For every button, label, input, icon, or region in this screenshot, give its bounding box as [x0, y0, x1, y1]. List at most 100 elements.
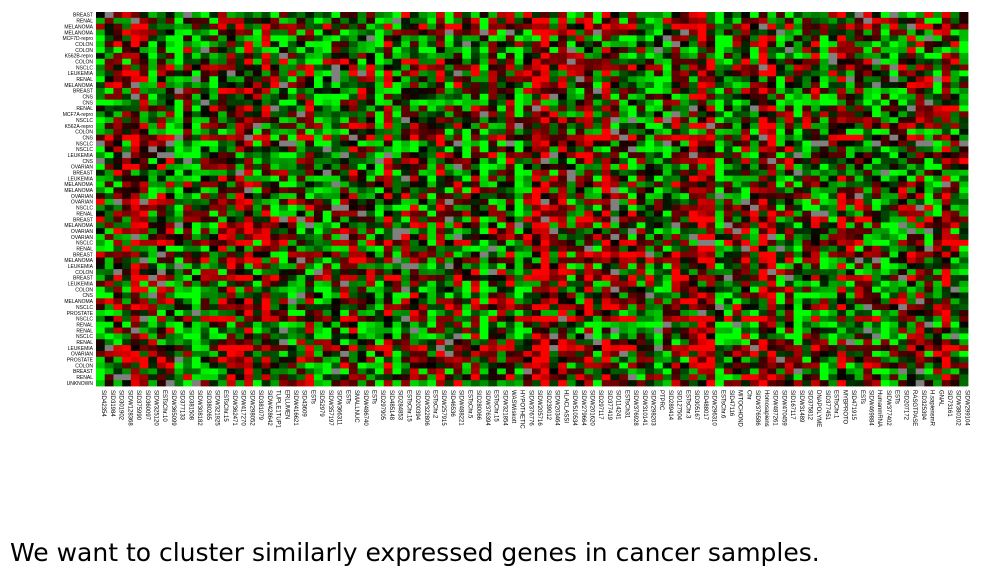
heatmap-cell	[645, 12, 655, 19]
heatmap-cell	[252, 292, 263, 299]
heatmap-cell	[715, 93, 725, 101]
heatmap-cell	[357, 269, 367, 276]
heatmap-cell	[924, 257, 934, 264]
heatmap-cell	[837, 181, 847, 188]
heatmap-cell	[732, 263, 742, 270]
heatmap-cell	[279, 181, 289, 188]
heatmap-cell	[697, 29, 707, 36]
heatmap-cell	[191, 210, 202, 217]
heatmap-cell	[96, 128, 106, 136]
heatmap-cell	[627, 70, 638, 77]
heatmap-cell	[261, 199, 271, 206]
heatmap-cell	[863, 216, 873, 223]
heatmap-cell	[252, 29, 263, 36]
heatmap-cell	[950, 257, 960, 264]
heatmap-cell	[104, 111, 114, 118]
heatmap-cell	[401, 70, 411, 77]
heatmap-cell	[906, 292, 917, 299]
heatmap-cell	[863, 82, 873, 89]
heatmap-cell	[915, 123, 925, 130]
heatmap-cell	[750, 99, 760, 106]
heatmap-cell	[104, 187, 114, 194]
heatmap-cell	[401, 210, 411, 217]
heatmap-cell	[767, 286, 777, 293]
heatmap-cell	[767, 280, 777, 288]
heatmap-cell	[200, 152, 210, 159]
heatmap-cell	[950, 140, 960, 147]
heatmap-cell	[305, 29, 315, 36]
heatmap-cell	[348, 140, 358, 147]
heatmap-cell	[549, 245, 559, 252]
heatmap-cell	[924, 23, 934, 30]
heatmap-cell	[540, 146, 550, 153]
heatmap-cell	[619, 175, 629, 182]
heatmap-cell	[200, 52, 210, 60]
heatmap-cell	[732, 17, 742, 25]
heatmap-cell	[715, 187, 725, 194]
heatmap-cell	[331, 199, 341, 206]
heatmap-cell	[409, 152, 420, 159]
heatmap-cell	[915, 204, 925, 212]
heatmap-cell	[488, 123, 498, 130]
heatmap-cell	[924, 41, 934, 48]
heatmap-cell	[331, 228, 341, 235]
heatmap-cell	[314, 76, 324, 83]
heatmap-cell	[287, 234, 297, 241]
heatmap-cell	[418, 47, 428, 54]
heatmap-cell	[479, 93, 489, 101]
heatmap-cell	[872, 87, 882, 95]
heatmap-cell	[845, 158, 856, 165]
heatmap-cell	[104, 87, 114, 95]
heatmap-cell	[122, 286, 132, 293]
heatmap-cell	[671, 204, 681, 212]
heatmap-cell	[357, 35, 367, 42]
heatmap-cell	[654, 105, 664, 112]
heatmap-cell	[706, 187, 716, 194]
heatmap-cell	[191, 234, 202, 241]
heatmap-cell	[514, 257, 524, 264]
heatmap-cell	[706, 82, 716, 89]
heatmap-cell	[767, 52, 777, 60]
heatmap-cell	[924, 140, 934, 147]
heatmap-cell	[680, 99, 690, 106]
heatmap-cell	[558, 87, 568, 95]
heatmap-cell	[348, 17, 358, 25]
heatmap-cell	[540, 257, 550, 264]
heatmap-cell	[758, 146, 768, 153]
heatmap-cell	[845, 286, 856, 293]
heatmap-cell	[854, 181, 864, 188]
heatmap-cell	[732, 257, 742, 264]
heatmap-cell	[113, 23, 123, 30]
heatmap-cell	[750, 29, 760, 36]
heatmap-cell	[723, 47, 733, 54]
heatmap-cell	[610, 58, 620, 65]
heatmap-cell	[723, 140, 733, 147]
heatmap-cell	[558, 257, 568, 264]
heatmap-cell	[174, 163, 184, 171]
heatmap-cell	[270, 12, 280, 19]
heatmap-cell	[383, 269, 393, 276]
heatmap-cell	[470, 204, 481, 212]
heatmap-cell	[610, 35, 620, 42]
heatmap-cell	[148, 76, 158, 83]
heatmap-cell	[191, 263, 202, 270]
heatmap-cell	[279, 263, 289, 270]
heatmap-cell	[732, 23, 742, 30]
heatmap-cell	[514, 64, 524, 71]
heatmap-cell	[950, 193, 960, 200]
heatmap-cell	[941, 64, 951, 71]
heatmap-cell	[697, 169, 707, 177]
heatmap-cell	[409, 105, 420, 112]
heatmap-cell	[575, 82, 585, 89]
heatmap-cell	[784, 263, 794, 270]
heatmap-cell	[845, 82, 856, 89]
heatmap-cell	[872, 82, 882, 89]
heatmap-cell	[191, 29, 202, 36]
heatmap-cell	[575, 193, 585, 200]
heatmap-cell	[226, 181, 236, 188]
heatmap-cell	[784, 82, 794, 89]
heatmap-cell	[793, 181, 803, 188]
heatmap-cell	[540, 152, 550, 159]
heatmap-cell	[418, 64, 428, 71]
heatmap-cell	[558, 193, 568, 200]
